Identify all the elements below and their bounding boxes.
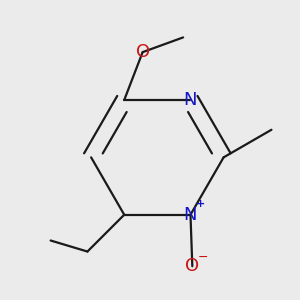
Text: O: O xyxy=(185,257,200,275)
Text: N: N xyxy=(184,91,197,109)
Text: O: O xyxy=(136,43,150,61)
Text: +: + xyxy=(196,200,206,209)
Text: N: N xyxy=(184,206,197,224)
Text: −: − xyxy=(198,250,208,264)
